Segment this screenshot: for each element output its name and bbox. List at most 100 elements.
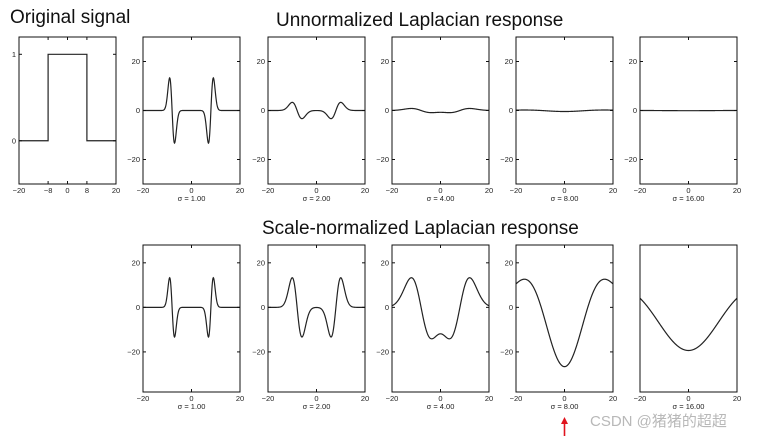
series-line xyxy=(268,277,365,338)
chart-unnorm-1: −20 0 20 20 0 −20 σ = 1.00 xyxy=(127,36,244,203)
chart-unnorm-4: −20 0 20 20 0 −20 σ = 4.00 xyxy=(376,36,493,203)
sigma-label: σ = 4.00 xyxy=(427,402,455,411)
x-tick-label: 0 xyxy=(314,186,318,195)
y-tick-label: −20 xyxy=(127,155,140,164)
series-line xyxy=(516,109,613,113)
chart-unnorm-16: −20 0 20 20 0 −20 σ = 16.00 xyxy=(624,36,741,203)
x-tick-label: 0 xyxy=(189,186,193,195)
series-line xyxy=(392,277,489,340)
original-signal-heading: Original signal xyxy=(10,7,131,28)
x-tick-label: −20 xyxy=(386,394,399,403)
y-tick-label: 20 xyxy=(629,57,637,66)
max-response-arrow-icon xyxy=(561,417,568,436)
x-tick-label: 0 xyxy=(562,186,566,195)
plot-frame xyxy=(267,244,366,393)
x-tick-label: −20 xyxy=(137,394,150,403)
y-tick-label: 1 xyxy=(12,50,16,59)
x-tick-label: 20 xyxy=(485,394,493,403)
y-tick-label: −20 xyxy=(500,155,513,164)
y-tick-label: 20 xyxy=(257,258,265,267)
x-tick-label: 20 xyxy=(236,394,244,403)
y-tick-label: 20 xyxy=(257,57,265,66)
y-tick-label: −20 xyxy=(252,155,265,164)
sigma-label: σ = 2.00 xyxy=(303,402,331,411)
series-line xyxy=(640,297,737,352)
series-line xyxy=(268,101,365,120)
y-tick-label: −20 xyxy=(376,155,389,164)
y-tick-label: −20 xyxy=(127,348,140,357)
plot-frame xyxy=(391,36,490,185)
y-tick-label: 0 xyxy=(509,303,513,312)
x-tick-label: −20 xyxy=(634,186,647,195)
sigma-label: σ = 2.00 xyxy=(303,194,331,203)
x-tick-label: 0 xyxy=(189,394,193,403)
chart-norm-8: −20 0 20 20 0 −20 σ = 8.00 xyxy=(500,244,617,436)
y-tick-label: 0 xyxy=(385,106,389,115)
x-tick-label: 20 xyxy=(236,186,244,195)
sigma-label: σ = 16.00 xyxy=(673,194,705,203)
y-tick-label: 0 xyxy=(385,303,389,312)
series-line xyxy=(19,53,116,142)
sigma-label: σ = 4.00 xyxy=(427,194,455,203)
x-tick-label: 20 xyxy=(485,186,493,195)
x-tick-label: 8 xyxy=(85,186,89,195)
x-tick-label: 0 xyxy=(65,186,69,195)
y-tick-label: 0 xyxy=(136,106,140,115)
x-tick-label: −20 xyxy=(13,186,26,195)
y-tick-label: −20 xyxy=(624,155,637,164)
x-tick-label: 0 xyxy=(314,394,318,403)
y-tick-label: 0 xyxy=(12,136,16,145)
x-tick-label: 20 xyxy=(112,186,120,195)
x-tick-label: 20 xyxy=(733,186,741,195)
y-tick-label: 0 xyxy=(261,303,265,312)
series-line xyxy=(392,107,489,114)
chart-norm-4: −20 0 20 20 0 −20 σ = 4.00 xyxy=(376,244,493,411)
x-tick-label: 20 xyxy=(733,394,741,403)
chart-unnorm-2: −20 0 20 20 0 −20 σ = 2.00 xyxy=(252,36,369,203)
sigma-label: σ = 1.00 xyxy=(178,194,206,203)
x-tick-label: −20 xyxy=(262,394,275,403)
y-tick-label: 0 xyxy=(261,106,265,115)
y-tick-label: 20 xyxy=(505,57,513,66)
x-tick-label: 20 xyxy=(361,394,369,403)
y-tick-label: 20 xyxy=(132,258,140,267)
x-tick-label: 0 xyxy=(438,186,442,195)
x-tick-label: −20 xyxy=(137,186,150,195)
sigma-label: σ = 8.00 xyxy=(551,402,579,411)
plot-frame xyxy=(515,244,614,393)
y-tick-label: 0 xyxy=(509,106,513,115)
x-tick-label: 20 xyxy=(361,186,369,195)
y-tick-label: −20 xyxy=(376,348,389,357)
series-line xyxy=(143,276,240,338)
y-tick-label: −20 xyxy=(500,348,513,357)
x-tick-label: −8 xyxy=(44,186,53,195)
y-tick-label: 20 xyxy=(381,258,389,267)
x-tick-label: 0 xyxy=(686,394,690,403)
y-tick-label: 0 xyxy=(633,106,637,115)
x-tick-label: 20 xyxy=(609,394,617,403)
x-tick-label: 0 xyxy=(562,394,566,403)
x-tick-label: 20 xyxy=(609,186,617,195)
chart-original: −20 −8 0 8 20 0 1 xyxy=(12,36,120,195)
chart-norm-2: −20 0 20 20 0 −20 σ = 2.00 xyxy=(252,244,369,411)
plot-frame xyxy=(391,244,490,393)
chart-norm-16: −20 0 20 σ = 16.00 xyxy=(634,244,741,411)
plot-frame xyxy=(18,36,117,185)
series-line xyxy=(143,76,240,145)
x-tick-label: −20 xyxy=(510,186,523,195)
y-tick-label: 20 xyxy=(132,57,140,66)
x-tick-label: −20 xyxy=(262,186,275,195)
x-tick-label: −20 xyxy=(634,394,647,403)
x-tick-label: 0 xyxy=(686,186,690,195)
chart-norm-1: −20 0 20 20 0 −20 σ = 1.00 xyxy=(127,244,244,411)
y-tick-label: 20 xyxy=(505,258,513,267)
sigma-label: σ = 8.00 xyxy=(551,194,579,203)
x-tick-label: −20 xyxy=(386,186,399,195)
y-tick-label: −20 xyxy=(252,348,265,357)
sigma-label: σ = 16.00 xyxy=(673,402,705,411)
plot-frame xyxy=(142,244,241,393)
series-line xyxy=(516,278,613,368)
unnormalized-heading: Unnormalized Laplacian response xyxy=(276,10,564,31)
chart-unnorm-8: −20 0 20 20 0 −20 σ = 8.00 xyxy=(500,36,617,203)
